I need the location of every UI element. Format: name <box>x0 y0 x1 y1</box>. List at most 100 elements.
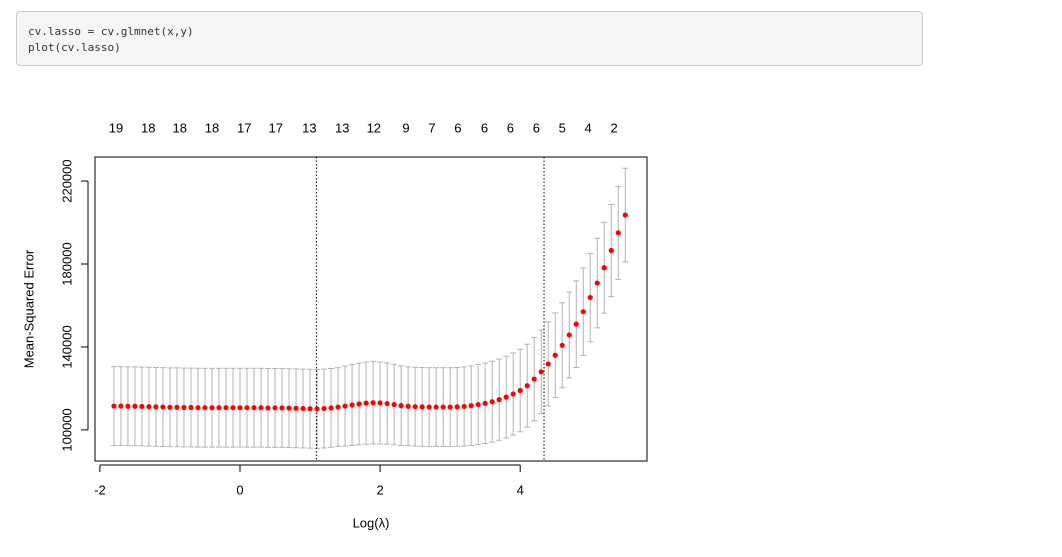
point <box>153 404 159 410</box>
point <box>615 230 621 236</box>
top-tick-label: 13 <box>335 120 349 135</box>
top-tick-label: 6 <box>507 120 514 135</box>
point <box>174 404 180 410</box>
point <box>286 405 292 411</box>
point <box>573 321 579 327</box>
point <box>447 404 453 410</box>
y-axis-label: Mean-Squared Error <box>21 249 36 368</box>
point <box>244 405 250 411</box>
top-tick-label: 6 <box>454 120 461 135</box>
point <box>118 403 124 409</box>
point <box>258 405 264 411</box>
point <box>433 404 439 410</box>
point <box>237 405 243 411</box>
point <box>538 369 544 375</box>
top-tick-label: 12 <box>367 120 381 135</box>
top-tick-label: 7 <box>428 120 435 135</box>
point <box>356 401 362 407</box>
point <box>405 403 411 409</box>
top-tick-label: 13 <box>302 120 316 135</box>
point <box>608 247 614 254</box>
top-tick-label: 17 <box>268 120 282 135</box>
point <box>342 403 348 409</box>
point <box>307 406 313 412</box>
point <box>496 397 502 403</box>
point <box>251 405 257 411</box>
point <box>230 405 236 411</box>
point <box>454 404 460 410</box>
code-line: plot(cv.lasso) <box>28 41 121 54</box>
point <box>601 265 607 271</box>
point <box>482 400 488 406</box>
point <box>552 352 558 358</box>
point <box>167 404 173 410</box>
point <box>468 403 474 409</box>
point <box>160 404 166 410</box>
top-tick-label: 5 <box>559 120 566 135</box>
point <box>293 405 299 411</box>
point <box>510 391 516 397</box>
point <box>524 383 530 389</box>
point <box>587 294 593 301</box>
point <box>125 403 131 409</box>
top-tick-label: 4 <box>585 120 592 135</box>
point <box>517 387 523 394</box>
top-tick-label: 18 <box>205 120 219 135</box>
point <box>580 309 586 315</box>
point <box>489 399 495 405</box>
x-tick-label: -2 <box>94 482 106 497</box>
point <box>195 405 201 411</box>
point <box>146 404 152 410</box>
plot-frame <box>94 156 648 462</box>
y-tick-label: 140000 <box>59 325 74 368</box>
point <box>216 405 222 411</box>
point <box>594 280 600 286</box>
y-tick-label: 220000 <box>59 159 74 202</box>
x-tick-label: 0 <box>236 482 243 497</box>
point <box>440 404 446 410</box>
point <box>265 405 271 411</box>
x-tick-label: 4 <box>517 482 524 497</box>
point <box>300 405 306 412</box>
code-line: cv.lasso = cv.glmnet(x,y) <box>28 25 194 38</box>
x-tick-label: 2 <box>376 482 383 497</box>
point <box>202 405 208 411</box>
point <box>223 405 229 411</box>
y-tick-label: 100000 <box>59 408 74 451</box>
point <box>188 404 194 411</box>
point <box>545 361 551 367</box>
point <box>398 403 404 409</box>
point <box>363 400 369 406</box>
point <box>349 402 355 408</box>
y-tick-label: 180000 <box>59 242 74 285</box>
point <box>272 405 278 411</box>
point <box>181 404 187 411</box>
point <box>426 404 432 410</box>
point <box>503 394 509 400</box>
code-block: cv.lasso = cv.glmnet(x,y) plot(cv.lasso) <box>16 11 923 66</box>
point <box>384 400 390 407</box>
point <box>566 332 572 338</box>
point <box>139 403 145 410</box>
point <box>328 405 334 411</box>
top-tick-label: 6 <box>481 120 488 135</box>
point <box>335 404 341 410</box>
top-tick-label: 6 <box>533 120 540 135</box>
point <box>622 212 628 218</box>
point <box>475 401 481 408</box>
top-tick-label: 17 <box>237 120 251 135</box>
point <box>559 342 565 348</box>
top-tick-label: 9 <box>402 120 409 135</box>
point <box>412 404 418 410</box>
top-tick-label: 18 <box>173 120 187 135</box>
point <box>321 405 327 412</box>
point <box>111 403 117 409</box>
point <box>209 405 215 411</box>
point <box>132 403 138 409</box>
top-tick-label: 2 <box>610 120 617 135</box>
point <box>314 406 320 412</box>
point <box>461 403 467 410</box>
point <box>419 404 425 410</box>
